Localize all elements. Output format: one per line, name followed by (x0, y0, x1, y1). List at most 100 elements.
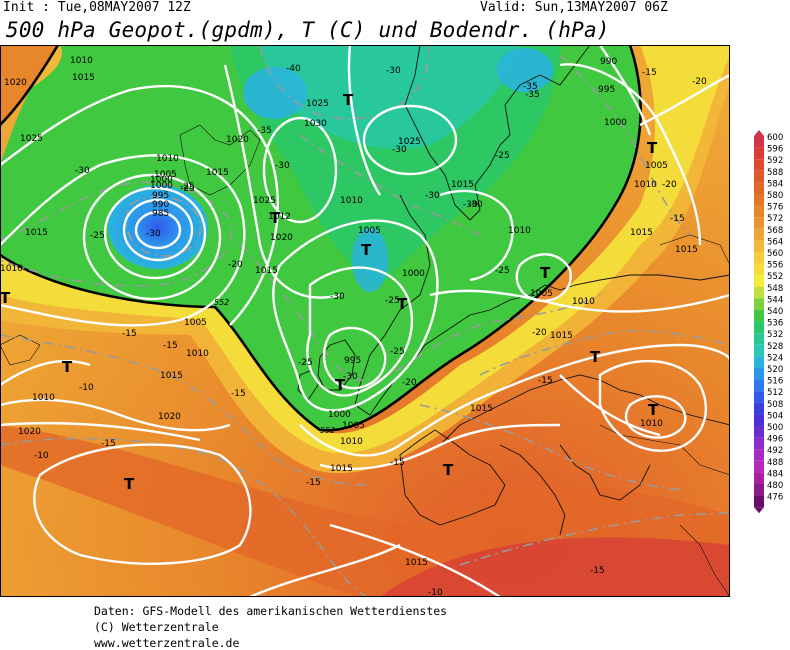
isotherms (0, 45, 730, 597)
temp-label: -20 (228, 260, 243, 270)
low-marker: T (590, 348, 601, 366)
pressure-label: 1015 (405, 558, 428, 568)
legend-level-label: 568 (767, 226, 783, 236)
temp-label: -15 (306, 478, 321, 488)
temp-label: -10 (34, 451, 49, 461)
temp-label: -20 (662, 180, 677, 190)
legend-level-label: 504 (767, 411, 783, 421)
legend-swatch (754, 344, 764, 357)
pressure-label: 1020 (226, 135, 249, 145)
legend-swatch (754, 217, 764, 229)
map-frame (0, 45, 730, 597)
legend-level-label: 560 (767, 249, 783, 259)
temp-label: -25 (495, 266, 510, 276)
legend-level-label: 532 (767, 330, 783, 340)
pressure-label: 1015 (255, 266, 278, 276)
yellow-belt (0, 45, 730, 454)
temp-label: -15 (642, 68, 657, 78)
legend-level-label: 572 (767, 214, 783, 224)
legend-level-label: 484 (767, 469, 783, 479)
pressure-label: 1010 (156, 154, 179, 164)
low-marker: T (335, 376, 346, 394)
pressure-label: 1000 (604, 118, 627, 128)
pressure-label: 1015 (630, 228, 653, 238)
legend-swatch (754, 484, 764, 496)
pressure-label: 1010 (186, 349, 209, 359)
temp-label: -25 (298, 358, 313, 368)
weather-map: T T T T T T T T T T T T T 552 552 -25 -3… (0, 45, 730, 597)
legend-level-label: 524 (767, 353, 783, 363)
legend-level-label: 544 (767, 295, 783, 305)
isohypse-552-nw (0, 45, 60, 126)
pressure-label: 1015 (470, 404, 493, 414)
coastlines (0, 45, 730, 597)
legend-level-label: 516 (767, 377, 783, 387)
pressure-label: 1010 (70, 56, 93, 66)
legend-swatch (754, 414, 764, 426)
pressure-label: 995 (152, 191, 169, 201)
legend-level-label: 592 (767, 156, 783, 166)
pressure-label: 1025 (306, 99, 329, 109)
legend-swatch (754, 449, 764, 461)
pressure-label: 1015 (160, 371, 183, 381)
legend-level-label: 580 (767, 191, 783, 201)
low-marker: T (397, 295, 408, 313)
cold-pool-teal (260, 45, 520, 149)
pressure-label: 1025 (20, 134, 43, 144)
legend-swatch (754, 228, 764, 241)
pressure-label: 1015 (25, 228, 48, 238)
pressure-label: 1005 (342, 421, 365, 431)
temp-label: -30 (468, 200, 483, 210)
pressure-label: 1015 (206, 168, 229, 178)
isobars (0, 45, 730, 597)
pressure-label: 1000 (328, 410, 351, 420)
legend-level-label: 564 (767, 237, 783, 247)
legend-swatch (754, 194, 764, 206)
legend-level-label: 476 (767, 493, 783, 503)
legend-swatch (754, 333, 764, 345)
temp-label: -25 (390, 347, 405, 357)
pressure-label: 1010 (640, 419, 663, 429)
legend-swatch (754, 170, 764, 183)
legend-swatch (754, 310, 764, 322)
legend-level-label: 548 (767, 284, 783, 294)
valid-time: Valid: Sun,13MAY2007 06Z (480, 0, 668, 15)
legend-swatch (754, 402, 764, 415)
pressure-label: 1010 (340, 196, 363, 206)
pressure-label: 1020 (18, 427, 41, 437)
legend-swatch (754, 275, 764, 287)
low-marker: T (540, 264, 551, 282)
low-marker: T (0, 289, 11, 307)
temp-label: -15 (390, 458, 405, 468)
legend-swatch (754, 368, 764, 380)
legend-level-label: 512 (767, 388, 783, 398)
temp-label: -15 (231, 389, 246, 399)
isohypse-label: 552 (320, 426, 335, 435)
low-marker: T (270, 209, 281, 227)
legend-swatch (754, 136, 764, 148)
warm-band-deep (380, 537, 730, 597)
legend-level-label: 540 (767, 307, 783, 317)
pressure-label: 995 (598, 85, 615, 95)
temp-label: -35 (257, 126, 272, 136)
legend-level-label: 556 (767, 261, 783, 271)
temp-label: -25 (495, 151, 510, 161)
pressure-label: 1010 (0, 264, 23, 274)
legend-level-label: 536 (767, 319, 783, 329)
legend-swatch (754, 240, 764, 252)
isohypse-label: 552 (214, 298, 229, 307)
init-time: Init : Tue,08MAY2007 12Z (3, 0, 191, 15)
legend-level-label: 492 (767, 446, 783, 456)
pressure-label: 1015 (451, 180, 474, 190)
pressure-label: 1010 (32, 393, 55, 403)
legend-swatch (754, 356, 764, 368)
pressure-label: 1025 (398, 137, 421, 147)
footer-website: www.wetterzentrale.de (94, 636, 240, 650)
low-marker: T (443, 461, 454, 479)
temp-label: -20 (692, 77, 707, 87)
warm-corner-nw (0, 45, 58, 125)
pressure-label: 1020 (4, 78, 27, 88)
pressure-label: 1005 (358, 226, 381, 236)
pressure-label: 1005 (645, 161, 668, 171)
legend-swatch (754, 159, 764, 171)
